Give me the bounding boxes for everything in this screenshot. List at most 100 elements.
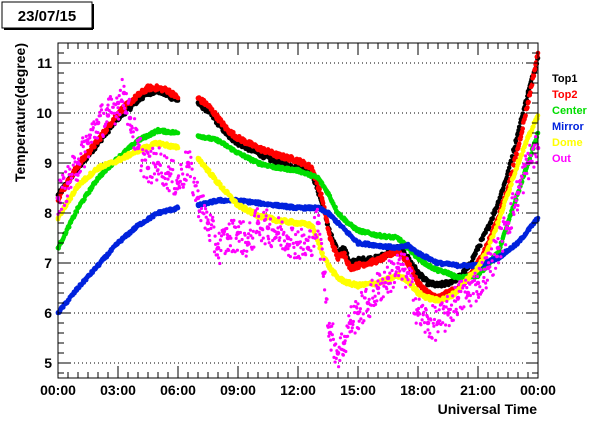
- data-point: [215, 198, 221, 203]
- data-point: [515, 130, 521, 136]
- data-point: [425, 280, 431, 286]
- data-point: [185, 160, 191, 166]
- data-point: [392, 280, 397, 285]
- data-point: [459, 279, 464, 283]
- data-point: [309, 223, 315, 228]
- data-point: [268, 217, 272, 221]
- data-point: [363, 296, 367, 300]
- data-point: [436, 330, 440, 334]
- data-point: [425, 320, 431, 326]
- data-point: [215, 138, 221, 143]
- data-point: [295, 158, 301, 163]
- data-point: [131, 135, 135, 139]
- data-point: [165, 156, 169, 160]
- data-point: [444, 323, 448, 327]
- data-point: [227, 222, 231, 226]
- data-point: [345, 230, 351, 236]
- data-point: [319, 191, 324, 197]
- data-point: [529, 153, 533, 158]
- data-point: [509, 181, 514, 187]
- data-point: [473, 271, 477, 275]
- data-point: [357, 327, 361, 331]
- data-point: [75, 205, 81, 211]
- data-point: [523, 113, 528, 118]
- data-point: [155, 140, 161, 146]
- data-point: [148, 154, 152, 158]
- data-point: [217, 231, 221, 235]
- data-point: [268, 222, 272, 226]
- data-point: [395, 265, 401, 271]
- data-point: [345, 220, 351, 226]
- data-point: [445, 310, 451, 316]
- data-point: [368, 315, 372, 319]
- data-point: [510, 196, 514, 200]
- data-point: [375, 258, 381, 263]
- data-point: [262, 210, 266, 214]
- series-out: [55, 77, 541, 369]
- data-point: [325, 210, 331, 216]
- data-point: [135, 128, 139, 132]
- data-point: [265, 208, 269, 212]
- data-point: [88, 148, 94, 153]
- data-point: [452, 310, 456, 314]
- data-point: [320, 241, 324, 246]
- data-point: [354, 300, 358, 304]
- data-point: [175, 187, 179, 191]
- data-point: [369, 303, 374, 307]
- data-point: [196, 189, 200, 193]
- data-point: [207, 233, 211, 238]
- data-point: [60, 185, 64, 189]
- data-point: [159, 152, 163, 156]
- data-point: [399, 252, 404, 256]
- data-point: [465, 290, 471, 296]
- data-point: [355, 283, 361, 288]
- data-point: [334, 342, 338, 346]
- data-point: [481, 279, 485, 283]
- data-point: [187, 165, 191, 169]
- data-point: [291, 241, 295, 245]
- data-point: [512, 212, 516, 216]
- data-point: [325, 297, 329, 301]
- data-point: [139, 169, 143, 173]
- data-point: [338, 336, 342, 340]
- data-point: [279, 243, 283, 247]
- data-point: [405, 243, 411, 248]
- data-point: [95, 165, 101, 171]
- data-point: [359, 290, 364, 295]
- data-point: [95, 175, 101, 181]
- data-point: [75, 160, 81, 166]
- data-point: [419, 323, 423, 327]
- data-point: [513, 195, 517, 199]
- data-point: [455, 313, 459, 317]
- data-point: [482, 275, 486, 280]
- data-point: [506, 165, 512, 171]
- data-point: [155, 128, 161, 133]
- data-point: [509, 226, 514, 230]
- data-point: [525, 135, 531, 141]
- data-point: [417, 306, 421, 311]
- data-point: [267, 237, 271, 241]
- data-point: [432, 324, 436, 328]
- data-point: [66, 224, 72, 230]
- data-point: [234, 225, 238, 229]
- data-point: [444, 305, 448, 309]
- y-tick-label: 11: [37, 55, 52, 71]
- data-point: [420, 318, 424, 322]
- data-point: [331, 337, 335, 341]
- data-point: [318, 232, 322, 236]
- data-point: [255, 160, 261, 166]
- data-point: [166, 177, 170, 181]
- data-point: [465, 275, 471, 281]
- data-point: [515, 208, 520, 212]
- data-point: [123, 106, 127, 110]
- data-point: [356, 302, 360, 306]
- data-point: [375, 299, 379, 303]
- data-point: [445, 280, 451, 286]
- data-point: [155, 210, 161, 216]
- data-point: [102, 111, 106, 115]
- data-point: [480, 260, 484, 265]
- data-point: [157, 146, 161, 150]
- data-point: [477, 295, 481, 299]
- data-point: [286, 247, 290, 251]
